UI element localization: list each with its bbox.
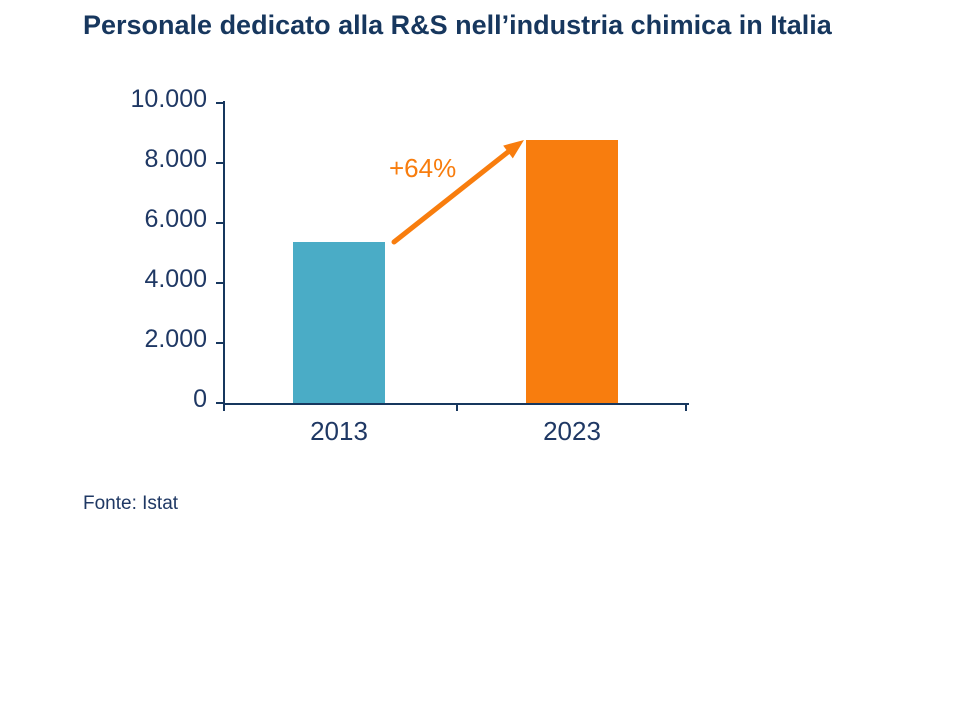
- y-tick-label: 10.000: [130, 85, 207, 113]
- y-tick-label: 6.000: [144, 205, 207, 233]
- chart-title: Personale dedicato alla R&S nell’industr…: [83, 10, 832, 40]
- x-label-2013: 2013: [310, 416, 368, 446]
- bar-2013: [293, 242, 385, 403]
- y-tick-label: 8.000: [144, 145, 207, 173]
- y-tick: [216, 342, 224, 344]
- y-tick: [216, 402, 224, 404]
- growth-percentage-label: +64%: [389, 153, 457, 183]
- x-label-2023: 2023: [543, 416, 601, 446]
- y-tick: [216, 102, 224, 104]
- x-axis-line: [223, 403, 689, 405]
- bar-2023: [526, 140, 618, 403]
- x-tick: [685, 405, 687, 411]
- y-tick-label: 2.000: [144, 325, 207, 353]
- y-tick: [216, 162, 224, 164]
- x-tick: [456, 405, 458, 411]
- y-axis-line: [223, 101, 225, 411]
- y-tick-label: 0: [193, 385, 207, 413]
- y-tick-label: 4.000: [144, 265, 207, 293]
- source-note: Fonte: Istat: [83, 493, 179, 514]
- y-tick: [216, 222, 224, 224]
- y-tick: [216, 282, 224, 284]
